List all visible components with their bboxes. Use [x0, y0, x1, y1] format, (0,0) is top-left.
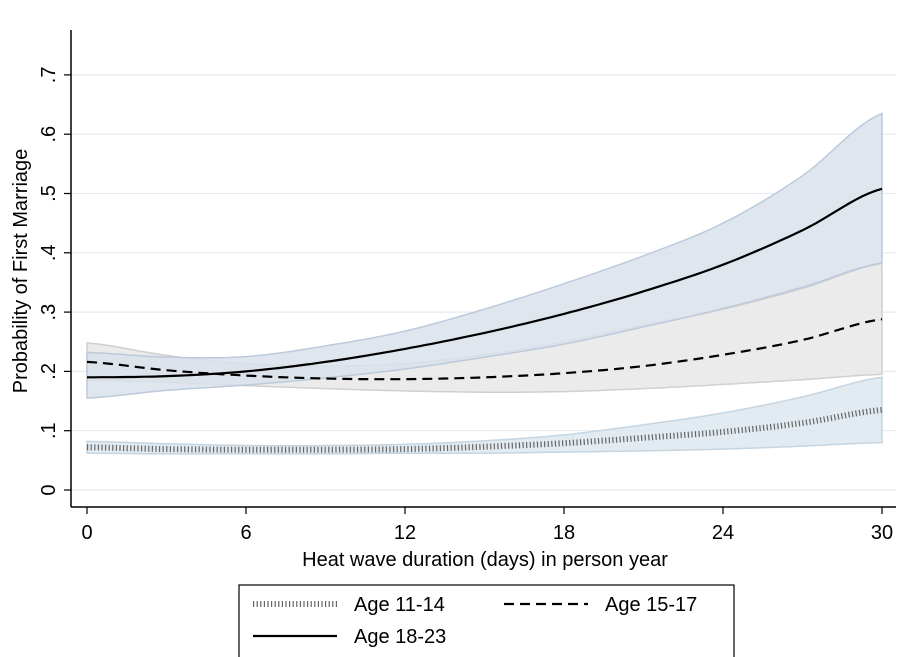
y-tick-label: .3: [38, 304, 60, 321]
x-axis-title: Heat wave duration (days) in person year: [302, 549, 668, 571]
y-axis-title: Probability of First Marriage: [10, 149, 32, 394]
ticks: 0 .1 .2 .3 .4 .5 .6 .7 0 6 12 18 24 30: [38, 67, 893, 544]
y-tick-label: .4: [38, 244, 60, 261]
axes: [70, 30, 896, 508]
y-tick-label: .6: [38, 126, 60, 143]
x-tick-label: 18: [553, 522, 575, 544]
legend-label-age-18-23: Age 18-23: [354, 626, 446, 648]
y-tick-label: 0: [38, 484, 60, 495]
x-tick-label: 6: [240, 522, 251, 544]
x-tick-label: 12: [394, 522, 416, 544]
legend-box: [238, 584, 735, 657]
y-tick-label: .1: [38, 422, 60, 439]
y-tick-label: .5: [38, 185, 60, 202]
legend: Age 11-14 Age 15-17 Age 18-23: [238, 584, 735, 657]
ci-band-age-18-23: [86, 112, 883, 399]
series-line-age-18-23: [87, 187, 883, 379]
x-tick-label: 24: [712, 522, 734, 544]
legend-label-age-11-14: Age 11-14: [354, 594, 445, 616]
y-tick-label: .2: [38, 363, 60, 380]
legend-label-age-15-17: Age 15-17: [605, 594, 697, 616]
confidence-bands: [86, 112, 883, 455]
x-tick-label: 30: [871, 522, 893, 544]
ci-band-age-11-14: [86, 376, 883, 455]
y-tick-label: .7: [38, 67, 60, 84]
x-tick-label: 0: [81, 522, 92, 544]
series-line-age-11-14: [86, 406, 883, 453]
series-lines: [86, 187, 883, 453]
